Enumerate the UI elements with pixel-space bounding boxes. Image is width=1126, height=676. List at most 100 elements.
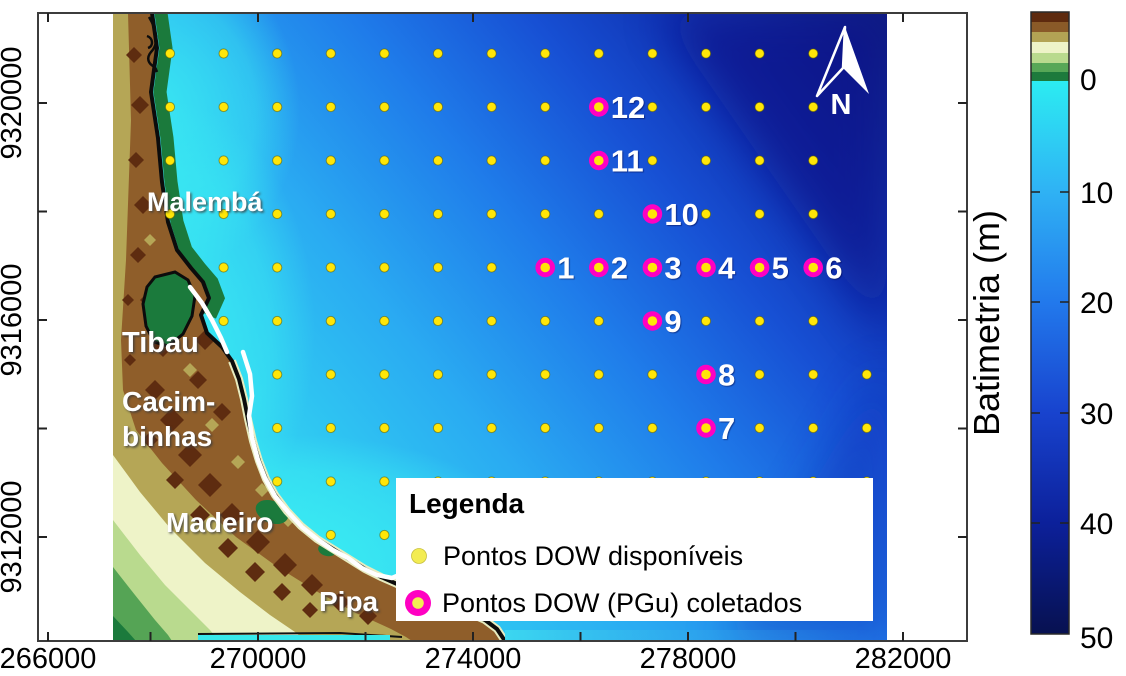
dow-point [325,476,336,487]
dow-point [593,48,604,59]
dow-point [432,208,444,220]
dow-point [432,101,444,113]
dow-point [379,422,390,434]
dow-point [593,369,604,380]
legend-item-collected: Pontos DOW (PGu) coletados [442,588,802,618]
dow-point [164,48,176,59]
terrain-patch [131,96,149,114]
dow-point [647,48,658,59]
dow-point [432,315,444,327]
surf-zone-line [187,284,420,581]
dow-point [379,48,390,59]
legend-title: Legenda [409,488,525,519]
dow-point [808,208,819,220]
place-label: Tibau [122,327,199,359]
dow-point [540,155,551,166]
collected-point-label: 2 [611,251,628,286]
collected-point-core [647,209,658,219]
dow-point [700,208,712,220]
dow-point [325,48,336,59]
legend-box: Legenda Pontos DOW disponíveis Pontos DO… [396,478,873,621]
terrain-patch [255,483,269,497]
terrain-patch [231,455,245,469]
dow-point [486,422,497,434]
dow-point [432,48,444,59]
north-label: N [831,89,852,121]
collected-point-core [594,102,604,112]
collected-point-label: 11 [611,144,644,179]
collected-point-label: 6 [825,251,842,286]
terrain-patch [273,553,297,577]
dow-point [486,48,497,59]
colorbar-ticks [1031,191,1069,524]
dow-point [808,315,819,327]
north-arrow-right-icon [843,27,869,94]
dow-point [164,208,176,220]
deep-water-shade [660,13,887,340]
axis-tick-labels: 266000 270000 274000 278000 2820009320000931… [0,47,952,675]
dow-point [486,262,497,273]
colorbar-land-band [1031,63,1069,72]
dow-point [754,48,765,59]
colorbar-land-band [1031,22,1069,32]
terrain-patch [145,380,165,400]
dow-point [164,101,176,113]
dow-point [486,315,497,327]
dow-point [379,529,390,541]
dow-point [272,262,283,273]
dow-point [647,101,658,113]
colorbar-tick-label: 20 [1080,287,1113,320]
y-tick-label: 9316000 [0,264,28,377]
land-band-darkgreen [113,616,136,641]
dow-point [379,476,390,487]
x-tick-label: 282000 [855,643,952,671]
colorbar-sea-gradient [1031,81,1069,634]
terrain-patch [189,371,207,389]
dow-point [432,155,444,166]
collected-point-label: 9 [664,304,681,339]
collected-point-core [754,262,765,273]
dow-point [540,208,551,220]
collected-point-label: 1 [557,251,574,286]
collected-point-label: 5 [772,251,789,286]
y-tick-label: 9312000 [0,481,28,594]
terrain-patch [160,408,184,432]
dow-point [164,155,176,166]
dow-point [486,208,497,220]
dow-point [754,369,765,380]
terrain-patch [213,403,231,421]
dow-point [593,315,604,327]
dow-point [700,315,712,327]
dow-point [379,101,390,113]
colorbar-tick-labels: 0 10 20 30 40 50 [1080,64,1113,655]
dow-point [540,101,551,113]
terrain-patch [330,592,350,612]
dow-point [593,208,604,220]
collected-point-label: 10 [664,197,698,232]
colorbar-land-band [1031,32,1069,42]
dow-point [218,101,229,113]
terrain-patch [245,562,265,582]
dow-point [218,155,229,166]
dow-point [754,208,765,220]
collected-point-core [594,155,604,166]
dow-point [272,155,283,166]
colorbar-tick-label: 0 [1080,64,1097,97]
dow-point [272,208,283,220]
dow-point [432,369,444,380]
terrain-patch [190,505,210,525]
dow-point [325,369,336,380]
colorbar-frame [1030,11,1070,635]
dow-point [325,155,336,166]
dow-point [754,422,765,434]
dow-point [325,529,336,541]
colorbar-tick-label: 30 [1080,398,1113,431]
colorbar-tick-label: 50 [1080,622,1113,655]
dow-point [218,315,229,327]
colorbar-land-band [1031,42,1069,53]
dow-point [754,155,765,166]
legend-collected-marker-core [412,597,424,609]
dow-point [379,208,390,220]
axes-frame [37,12,968,642]
collected-point-core [540,262,550,273]
